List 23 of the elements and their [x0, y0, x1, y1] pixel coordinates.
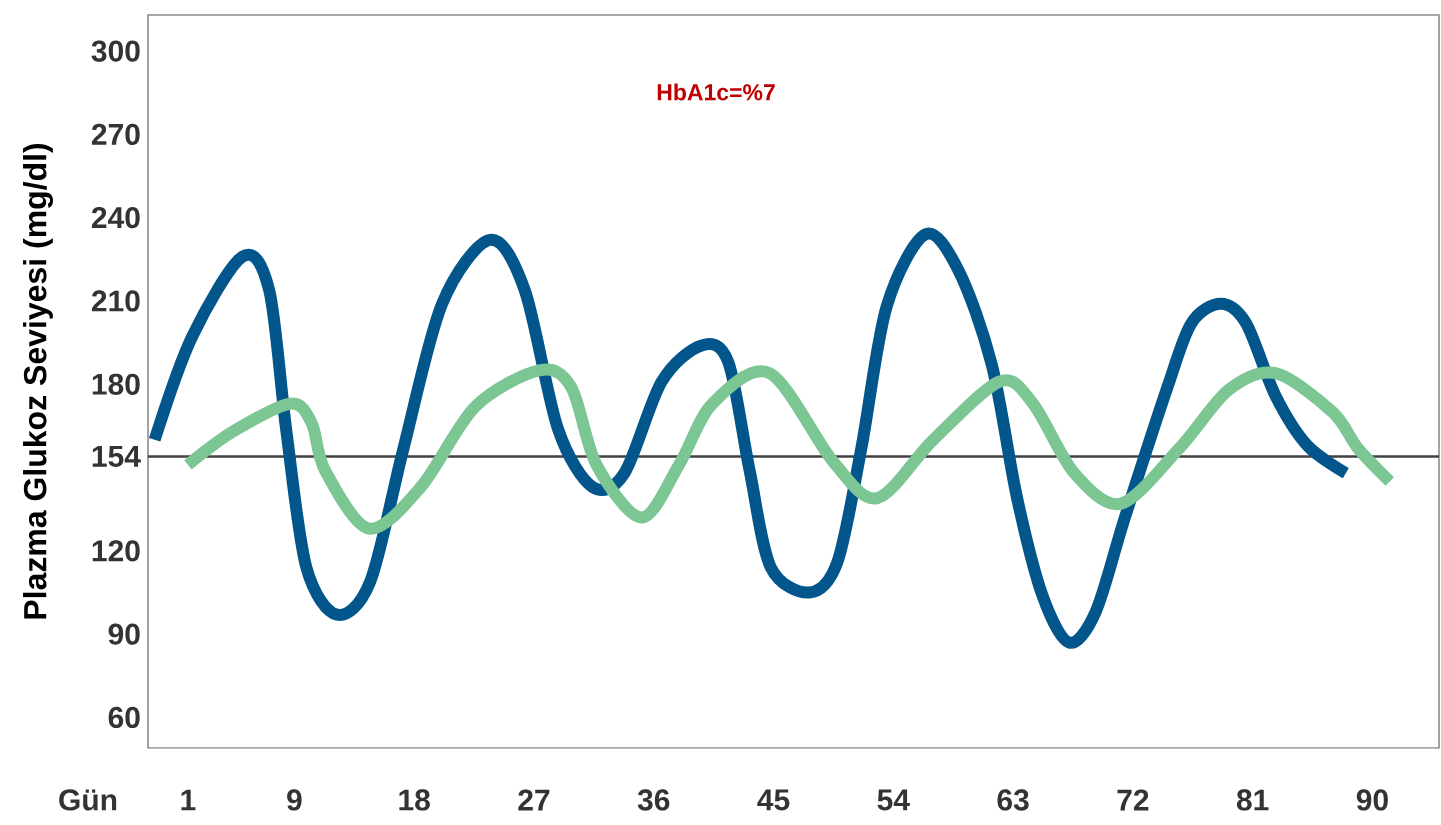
y-tick-label: 90	[108, 623, 140, 645]
y-tick-label: 210	[91, 290, 140, 312]
x-tick-label: 81	[1236, 789, 1269, 811]
x-tick-label: 1	[181, 789, 196, 811]
annotation: HbA1c=%7	[657, 83, 775, 101]
x-axis-title: Gün	[59, 789, 117, 811]
x-tick-label: 90	[1356, 789, 1388, 811]
y-tick-label: 120	[92, 540, 140, 562]
x-tick-label: 54	[877, 789, 910, 811]
y-tick-label: 154	[92, 445, 141, 467]
x-tick-label: 27	[518, 789, 550, 811]
y-tick-label: 300	[91, 40, 140, 62]
y-tick-label: 180	[92, 373, 140, 395]
y-axis-title: Plazma Glukoz Seviyesi (mg/dl)	[23, 143, 53, 619]
y-tick-label: 240	[91, 207, 140, 229]
y-tick-label: 60	[108, 706, 140, 729]
x-tick-label: 45	[757, 789, 790, 811]
x-tick-label: 9	[287, 789, 302, 811]
x-tick-label: 72	[1117, 789, 1149, 811]
x-tick-label: 36	[637, 789, 670, 811]
y-tick-label: 270	[91, 123, 140, 145]
x-tick-label: 18	[399, 789, 430, 811]
x-tick-label: 63	[997, 789, 1029, 811]
